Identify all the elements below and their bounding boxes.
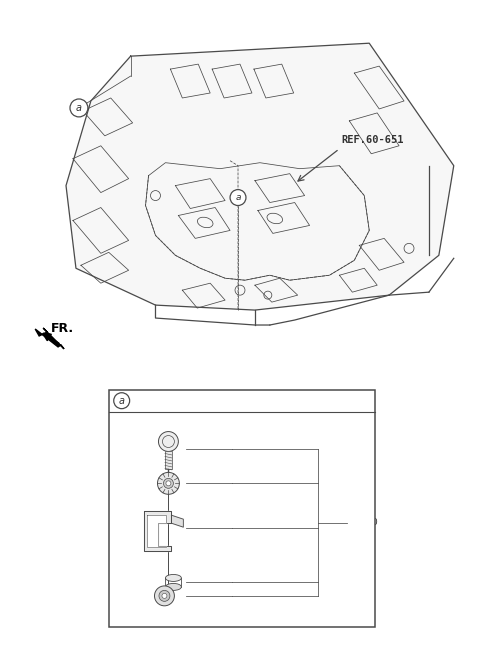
Circle shape bbox=[158, 432, 179, 451]
Text: 89853: 89853 bbox=[236, 591, 265, 600]
Text: 1360GG: 1360GG bbox=[236, 479, 273, 488]
Ellipse shape bbox=[166, 583, 181, 591]
Circle shape bbox=[114, 393, 130, 409]
Circle shape bbox=[70, 99, 88, 117]
Text: a: a bbox=[76, 103, 82, 113]
Circle shape bbox=[159, 591, 170, 601]
Ellipse shape bbox=[166, 574, 181, 581]
Text: REF.60-651: REF.60-651 bbox=[341, 135, 404, 145]
Circle shape bbox=[164, 478, 173, 488]
Text: 89850: 89850 bbox=[349, 518, 378, 527]
Text: 89859: 89859 bbox=[236, 445, 265, 454]
Polygon shape bbox=[35, 328, 64, 349]
Polygon shape bbox=[66, 43, 454, 310]
Circle shape bbox=[155, 586, 174, 606]
Circle shape bbox=[157, 472, 180, 494]
Bar bbox=[109, 390, 375, 627]
Circle shape bbox=[230, 190, 246, 206]
Text: a: a bbox=[235, 193, 241, 202]
Polygon shape bbox=[144, 511, 171, 551]
Text: FR.: FR. bbox=[51, 323, 74, 336]
Text: 32837: 32837 bbox=[236, 578, 264, 587]
Circle shape bbox=[166, 481, 171, 486]
Text: a: a bbox=[119, 396, 125, 405]
Polygon shape bbox=[146, 515, 167, 547]
Polygon shape bbox=[171, 515, 183, 527]
Text: 89850E: 89850E bbox=[236, 524, 270, 533]
Circle shape bbox=[162, 593, 167, 599]
Bar bbox=[165, 451, 172, 469]
